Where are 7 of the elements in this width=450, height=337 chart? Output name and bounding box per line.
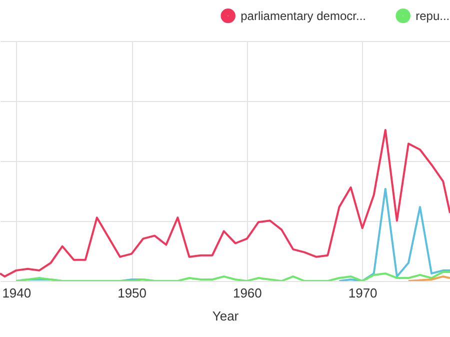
x-tick-label: 1940 (2, 286, 32, 300)
legend-label: repu... (416, 8, 450, 23)
legend-label: parliamentary democr... (240, 8, 366, 23)
x-tick-label: 1960 (232, 286, 262, 300)
x-tick-label: 1970 (348, 286, 378, 300)
x-tick-label: 1950 (118, 286, 146, 300)
x-axis-title: Year (212, 308, 240, 324)
